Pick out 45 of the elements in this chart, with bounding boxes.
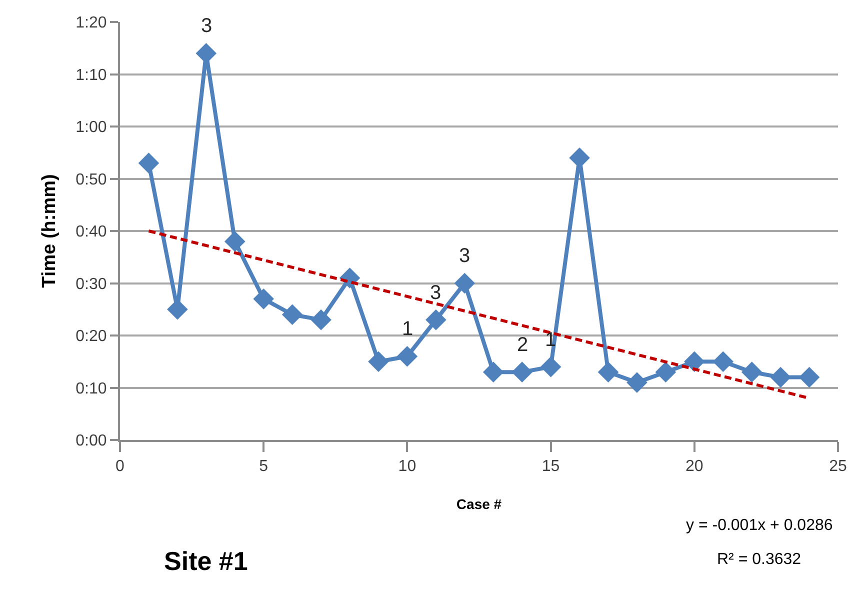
text: y = -0.001x + 0.0286 xyxy=(686,517,833,534)
text: Site #1 xyxy=(164,546,248,576)
y-tick-label: 0:00 xyxy=(76,432,107,450)
y-tick-label: 1:20 xyxy=(76,14,107,32)
x-tick-label: 25 xyxy=(829,458,847,476)
point xyxy=(310,309,332,330)
point xyxy=(282,304,303,325)
y-tick-label: 1:00 xyxy=(76,119,107,136)
point xyxy=(741,362,762,382)
point xyxy=(626,372,648,393)
point xyxy=(138,152,160,174)
point xyxy=(224,231,246,252)
x-tick-label: 5 xyxy=(259,458,268,476)
x-tick-label: 15 xyxy=(542,458,560,476)
point xyxy=(396,346,418,367)
point xyxy=(368,351,389,372)
point xyxy=(655,362,676,382)
y-tick-label: 0:50 xyxy=(76,171,107,188)
x-tick-label: 20 xyxy=(686,458,704,476)
annotation: 2 xyxy=(517,334,528,356)
annotation: 1 xyxy=(402,318,414,340)
annotation: 3 xyxy=(459,245,470,267)
text: R² = 0.3632 xyxy=(717,551,802,568)
point xyxy=(540,356,562,378)
annotation: 3 xyxy=(201,15,212,37)
point xyxy=(482,362,504,382)
point xyxy=(770,366,791,388)
point xyxy=(512,362,532,382)
y-tick-label: 0:10 xyxy=(76,380,107,398)
point xyxy=(426,309,446,330)
y-tick-label: 0:20 xyxy=(76,328,107,346)
x-tick-label: 10 xyxy=(398,458,416,476)
point xyxy=(712,351,734,372)
y-tick-label: 1:10 xyxy=(76,66,107,84)
annotation: 3 xyxy=(430,282,442,304)
x-axis-title: Case # xyxy=(456,496,502,512)
point xyxy=(684,351,705,372)
point xyxy=(454,272,476,294)
y-tick-label: 0:40 xyxy=(76,224,107,241)
x-tick-label: 0 xyxy=(116,458,125,476)
point xyxy=(253,288,274,310)
y-axis-title: Time (h:mm) xyxy=(39,174,60,288)
y-tick-label: 0:30 xyxy=(76,276,107,293)
point xyxy=(598,362,619,382)
point xyxy=(798,366,820,388)
